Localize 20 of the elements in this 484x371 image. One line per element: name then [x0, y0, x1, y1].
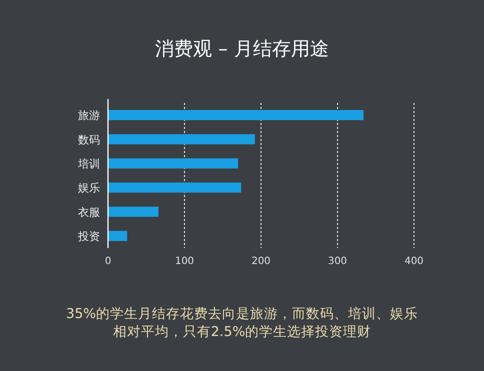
bar: [108, 182, 242, 193]
y-tick-label: 衣服: [78, 206, 100, 219]
text: 相对平均，只有2.5%的学生选择投资理财: [112, 324, 372, 340]
x-tick-label: 0: [104, 256, 112, 267]
x-tick-label: 100: [174, 256, 194, 267]
y-tick-label: 培训: [77, 157, 100, 170]
y-tick-label: 旅游: [78, 109, 100, 122]
y-tick-label: 娱乐: [78, 182, 100, 195]
bar: [108, 206, 158, 217]
chart-title: 消费观 – 月结存用途: [155, 38, 329, 60]
bar: [108, 110, 364, 120]
x-tick-label: 400: [404, 256, 424, 267]
bar: [108, 134, 255, 144]
bar: [108, 230, 128, 241]
x-tick-label: 300: [328, 256, 348, 267]
y-tick-label: 数码: [78, 133, 100, 146]
text: 35%的学生月结存花费去向是旅游，而数码、培训、娱乐: [66, 306, 418, 322]
y-tick-label: 投资: [77, 230, 100, 243]
x-tick-label: 200: [251, 256, 271, 267]
bar: [108, 158, 238, 168]
